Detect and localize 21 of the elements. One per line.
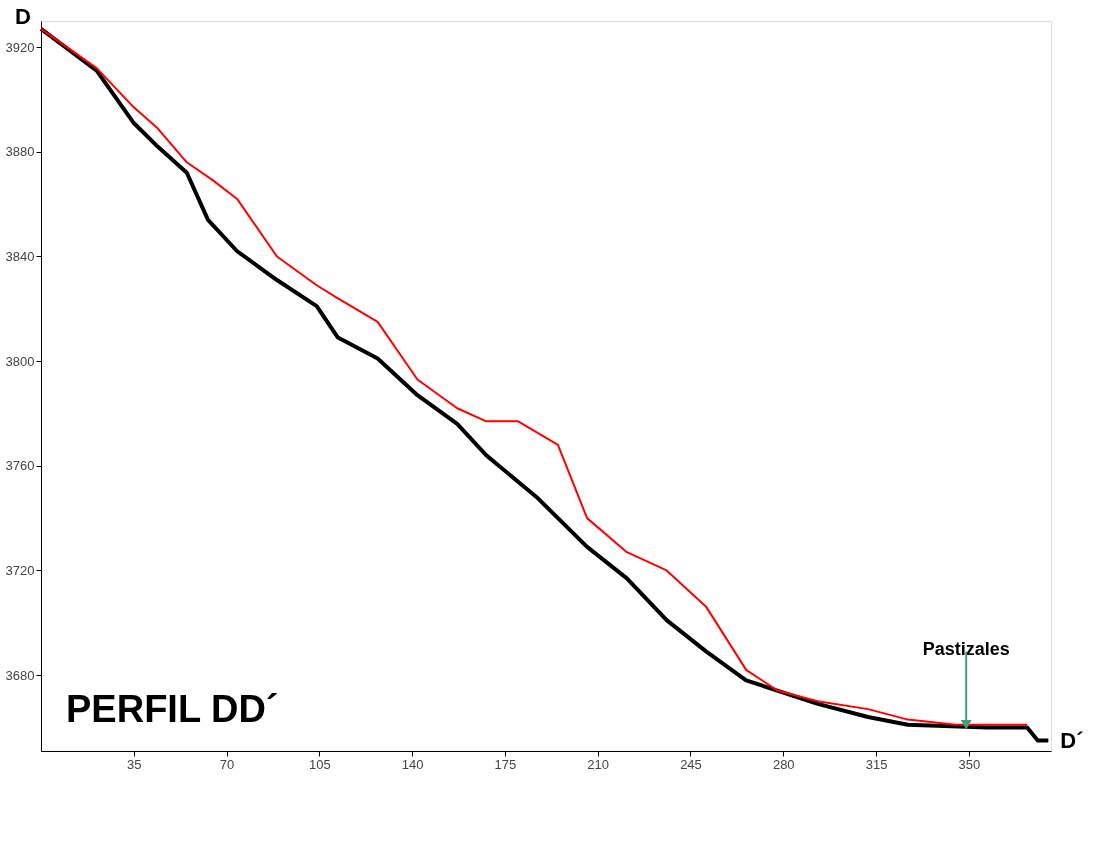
annotation: Pastizales bbox=[922, 638, 1010, 659]
y-tick-label: 3920 bbox=[5, 39, 35, 55]
x-tick-label: 35 bbox=[127, 756, 142, 772]
x-tick-label: 315 bbox=[865, 756, 888, 772]
annotation: D bbox=[15, 3, 31, 29]
text: PERFIL DD´ bbox=[66, 688, 279, 730]
x-tick-label: 105 bbox=[308, 756, 331, 772]
x-tick-label: 175 bbox=[494, 756, 517, 772]
x-tick-label: 140 bbox=[401, 756, 424, 772]
annotation: D´ bbox=[1060, 727, 1084, 753]
x-tick-label: 280 bbox=[772, 756, 795, 772]
y-tick-label: 3840 bbox=[5, 248, 35, 264]
x-tick-label: 70 bbox=[219, 756, 235, 772]
y-tick-label: 3800 bbox=[5, 353, 35, 369]
x-tick-label: 210 bbox=[587, 756, 610, 772]
y-tick-label: 3760 bbox=[5, 458, 35, 474]
y-tick-label: 3720 bbox=[5, 562, 35, 578]
y-tick-label: 3680 bbox=[5, 667, 35, 683]
x-tick-label: 350 bbox=[958, 756, 981, 772]
x-tick-label: 245 bbox=[680, 756, 702, 772]
y-tick-label: 3880 bbox=[5, 144, 35, 160]
